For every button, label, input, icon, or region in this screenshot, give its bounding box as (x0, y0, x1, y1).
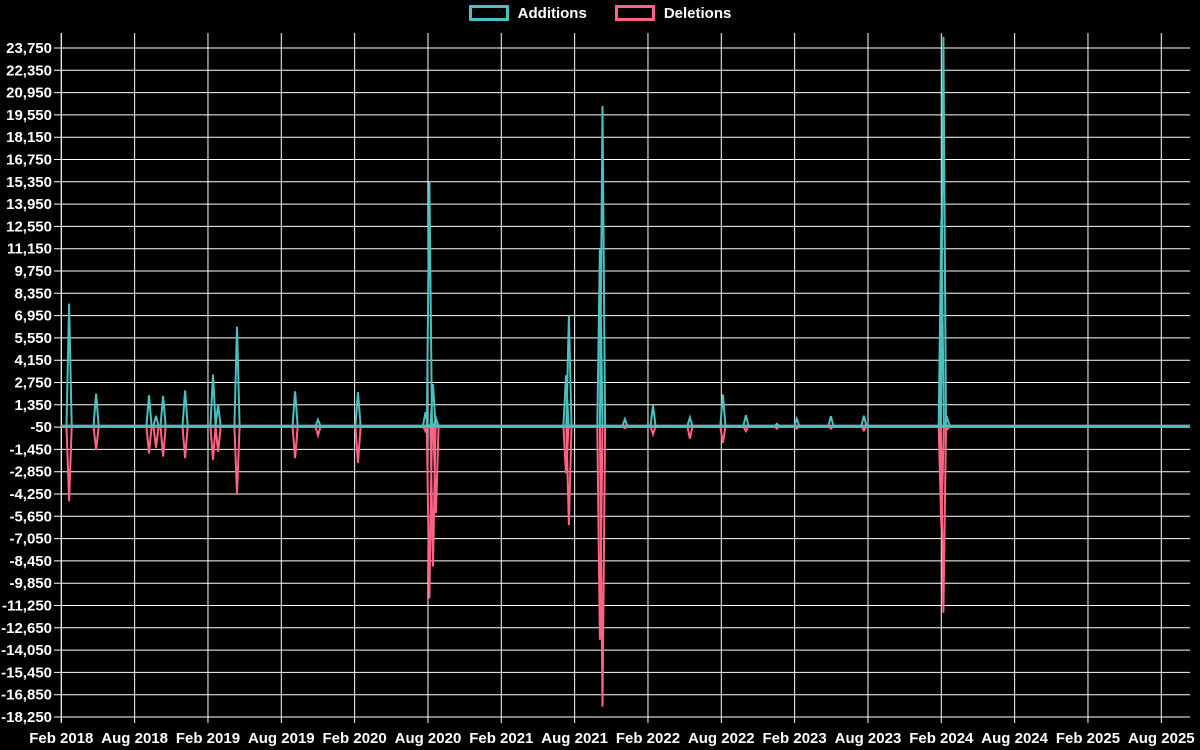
y-tick-label: 18,150 (6, 129, 52, 146)
series-lines (61, 36, 1190, 707)
y-tick-label: -11,250 (2, 597, 52, 614)
x-tick-label: Feb 2021 (469, 730, 533, 747)
y-tick-label: -4,250 (9, 486, 52, 503)
additions-line (61, 36, 1190, 428)
x-tick-label: Aug 2020 (395, 730, 462, 747)
y-tick-label: -5,650 (9, 508, 52, 525)
y-tick-label: 23,750 (6, 40, 52, 57)
y-tick-label: 15,350 (6, 174, 52, 191)
y-tick-label: -1,450 (9, 441, 52, 458)
y-tick-label: -7,050 (9, 531, 52, 548)
y-tick-label: -14,050 (1, 642, 52, 659)
y-tick-label: 16,750 (6, 151, 52, 168)
legend-label-deletions: Deletions (663, 4, 732, 22)
y-tick-label: 2,750 (14, 374, 52, 391)
x-tick-label: Aug 2018 (101, 730, 168, 747)
x-tick-label: Feb 2022 (616, 730, 680, 747)
y-tick-label: 22,350 (6, 62, 52, 79)
x-tick-label: Feb 2020 (323, 730, 387, 747)
x-tick-label: Aug 2021 (541, 730, 608, 747)
y-tick-label: 9,750 (14, 263, 52, 280)
x-tick-label: Aug 2019 (248, 730, 315, 747)
y-tick-label: 4,150 (14, 352, 52, 369)
x-tick-label: Aug 2022 (688, 730, 755, 747)
y-tick-label: 12,550 (6, 218, 52, 235)
y-tick-label: 8,350 (14, 285, 52, 302)
legend-label-additions: Additions (517, 4, 587, 22)
y-tick-label: -15,450 (1, 664, 52, 681)
y-tick-label: -8,450 (9, 553, 52, 570)
y-tick-label: 13,950 (6, 196, 52, 213)
y-tick-label: 20,950 (6, 85, 52, 102)
y-tick-label: -16,850 (1, 687, 52, 704)
x-axis-labels: Feb 2018 Aug 2018 Feb 2019 Aug 2019 Feb 2020… (29, 730, 1194, 747)
y-axis-labels: 23,750 22,350 20,950 19,550 18,150 16,750 15,3… (1, 40, 52, 726)
y-tick-label: 6,950 (14, 308, 52, 325)
legend-item-additions[interactable]: Additions (468, 4, 587, 22)
gridlines (54, 33, 1190, 723)
y-tick-label: 1,350 (14, 397, 52, 414)
legend-item-deletions[interactable]: Deletions (614, 4, 732, 22)
x-tick-label: Feb 2025 (1056, 730, 1120, 747)
y-tick-label: -9,850 (9, 575, 52, 592)
y-tick-label: 19,550 (6, 107, 52, 124)
chart-legend: Additions Deletions (0, 5, 1200, 21)
x-tick-label: Aug 2025 (1128, 730, 1195, 747)
y-tick-label: -12,650 (1, 620, 52, 637)
x-tick-label: Feb 2019 (176, 730, 240, 747)
y-tick-label: 5,550 (14, 330, 52, 347)
y-tick-label: -50 (30, 419, 52, 436)
x-tick-label: Feb 2018 (29, 730, 93, 747)
x-tick-label: Feb 2023 (763, 730, 827, 747)
x-tick-label: Feb 2024 (909, 730, 974, 747)
deletions-line (61, 425, 1190, 707)
y-tick-label: -18,250 (1, 709, 52, 726)
x-tick-label: Aug 2024 (981, 730, 1048, 747)
y-tick-label: -2,850 (9, 464, 52, 481)
deletions-swatch-icon (614, 5, 655, 21)
x-tick-label: Aug 2023 (835, 730, 902, 747)
additions-swatch-icon (468, 5, 509, 21)
y-tick-label: 11,150 (7, 241, 52, 258)
